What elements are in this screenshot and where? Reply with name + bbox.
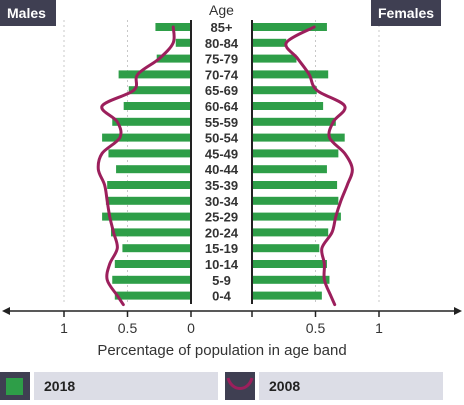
legend-label-2018: 2018 — [44, 378, 75, 394]
females-label: Females — [378, 5, 434, 21]
bar-male-10-14 — [114, 260, 191, 268]
x-axis-arrow-left — [2, 307, 10, 315]
bar-female-70-74 — [252, 70, 329, 79]
x-axis-arrow-right — [454, 307, 462, 315]
bar-male-80-84 — [175, 38, 191, 47]
bar-female-65-69 — [252, 86, 317, 95]
bar-male-20-24 — [110, 228, 191, 237]
bar-male-15-19 — [122, 244, 191, 253]
lines-2008 — [96, 25, 354, 307]
legend-swatch-box-2008 — [225, 372, 255, 400]
age-axis-title: Age — [209, 2, 234, 18]
legend-label-box-2018 — [34, 372, 218, 400]
bar-female-40-44 — [252, 165, 327, 174]
bar-female-25-29 — [252, 212, 341, 221]
x-tick-label-1: 0.5 — [118, 320, 138, 336]
age-label-75-79: 75-79 — [205, 52, 238, 67]
age-label-5-9: 5-9 — [212, 273, 231, 288]
bar-male-35-39 — [107, 181, 191, 189]
males-header-box — [0, 0, 56, 26]
x-tick-label-3: 0.5 — [306, 320, 326, 336]
x-tick-label-0: 1 — [60, 320, 68, 336]
age-label-40-44: 40-44 — [205, 162, 239, 177]
bar-female-60-64 — [252, 102, 324, 110]
legend-label-2008: 2008 — [269, 378, 300, 394]
bar-female-35-39 — [252, 181, 338, 189]
bar-female-15-19 — [252, 244, 320, 253]
age-label-85+: 85+ — [210, 20, 232, 35]
line-2008-males — [96, 25, 176, 307]
bar-male-5-9 — [112, 275, 191, 284]
x-tick-label-4: 1 — [375, 320, 383, 336]
age-label-60-64: 60-64 — [205, 99, 239, 114]
bar-female-0-4 — [252, 291, 322, 300]
bar-male-60-64 — [123, 102, 191, 110]
bar-female-55-59 — [252, 117, 336, 126]
age-label-20-24: 20-24 — [205, 225, 239, 240]
age-label-65-69: 65-69 — [205, 83, 238, 98]
age-label-45-49: 45-49 — [205, 146, 238, 161]
line-2008-females — [284, 25, 354, 307]
males-label: Males — [7, 5, 46, 21]
x-axis: 1 0.5 0 0.5 1 Percentage of population in age… — [2, 20, 462, 359]
bar-female-30-34 — [252, 196, 339, 205]
legend-magenta-line — [226, 377, 254, 390]
bar-female-5-9 — [252, 275, 330, 284]
bar-male-40-44 — [116, 165, 191, 174]
bar-male-0-4 — [114, 291, 191, 300]
bar-male-55-59 — [112, 117, 191, 126]
bar-male-25-29 — [102, 212, 191, 221]
age-label-0-4: 0-4 — [212, 289, 232, 304]
legend-label-box-2008 — [259, 372, 443, 400]
bar-female-50-54 — [252, 133, 345, 142]
x-axis-title: Percentage of population in age band — [97, 342, 346, 359]
bar-male-75-79 — [156, 54, 191, 63]
age-label-50-54: 50-54 — [205, 131, 239, 146]
bar-male-45-49 — [108, 149, 191, 158]
age-label-70-74: 70-74 — [205, 67, 239, 82]
bar-female-10-14 — [252, 260, 327, 268]
bar-male-70-74 — [118, 70, 191, 79]
legend: 2018 2008 — [0, 372, 443, 400]
grid-lines — [63, 20, 380, 304]
age-label-10-14: 10-14 — [205, 257, 239, 272]
bar-male-30-34 — [105, 196, 191, 205]
bar-female-80-84 — [252, 38, 287, 47]
bar-female-85+ — [252, 23, 327, 31]
age-label-25-29: 25-29 — [205, 210, 238, 225]
bar-male-65-69 — [128, 86, 191, 95]
age-label-80-84: 80-84 — [205, 36, 239, 51]
bars-2018 — [102, 23, 345, 300]
females-header-box — [371, 0, 441, 26]
age-labels: Age 85+80-8475-7970-7465-6960-6455-5950-5… — [205, 2, 239, 304]
bar-female-45-49 — [252, 149, 339, 158]
x-tick-label-2: 0 — [187, 320, 195, 336]
bar-male-50-54 — [102, 133, 191, 142]
age-label-35-39: 35-39 — [205, 178, 238, 193]
bar-female-20-24 — [252, 228, 329, 237]
age-label-15-19: 15-19 — [205, 241, 238, 256]
age-label-55-59: 55-59 — [205, 115, 238, 130]
panel-headers: Males Females — [0, 0, 441, 26]
bar-female-75-79 — [252, 54, 297, 63]
age-label-30-34: 30-34 — [205, 194, 239, 209]
legend-green-square — [6, 378, 23, 395]
